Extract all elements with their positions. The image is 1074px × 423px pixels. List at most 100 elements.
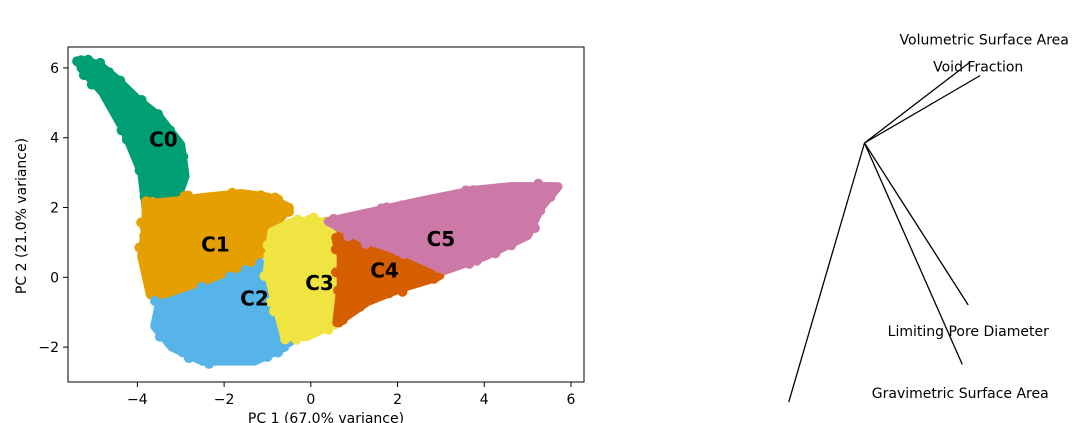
- cluster-point: [256, 190, 266, 201]
- cluster-point: [367, 293, 378, 304]
- cluster-label-c5: C5: [427, 227, 456, 251]
- cluster-point: [152, 112, 163, 123]
- cluster-label-c2: C2: [240, 286, 269, 310]
- cluster-point: [72, 56, 83, 67]
- cluster-point: [94, 60, 105, 71]
- cluster-point: [332, 221, 343, 232]
- loading-vector-gravimetric-surface-area: [863, 142, 963, 365]
- cluster-point: [440, 261, 451, 272]
- pca-scatter-plot: C0 C1 C2 C3 C4 C5 −4 −2 0 2 4 6 −2 0 2 4 6 PC 1 (67.0%…: [14, 46, 585, 423]
- cluster-point: [334, 309, 345, 320]
- cluster-point: [464, 258, 475, 269]
- cluster-point: [223, 192, 233, 203]
- cluster-point: [291, 334, 302, 345]
- cluster-point: [104, 67, 114, 78]
- cluster-point: [529, 223, 540, 234]
- x-axis-ticks: −4 −2 0 2 4 6: [127, 382, 576, 408]
- cluster-label-c4: C4: [370, 259, 399, 283]
- cluster-point: [197, 283, 208, 294]
- cluster-point: [139, 231, 150, 241]
- cluster-point: [134, 242, 145, 253]
- cluster-c5-points: [323, 178, 563, 275]
- cluster-point: [266, 241, 277, 252]
- loading-vector-void-fraction: [864, 74, 981, 144]
- cluster-point: [461, 187, 472, 198]
- cluster-point: [360, 238, 371, 249]
- cluster-point: [355, 301, 366, 312]
- cluster-point: [281, 326, 292, 337]
- loading-vector-volumetric-surface-area: [864, 61, 971, 144]
- cluster-point: [282, 221, 293, 232]
- cluster-point: [269, 228, 280, 239]
- loading-vectors: [788, 61, 981, 403]
- loading-label-gravimetric-surface-area: Gravimetric Surface Area: [872, 386, 1049, 402]
- cluster-point: [483, 187, 494, 198]
- cluster-point: [255, 258, 266, 269]
- cluster-point: [143, 207, 154, 218]
- cluster-point: [190, 196, 201, 207]
- cluster-point: [167, 197, 178, 208]
- y-axis-ticks: −2 0 2 4 6: [38, 61, 68, 356]
- cluster-point: [265, 267, 276, 278]
- loading-label-void-fraction: Void Fraction: [933, 59, 1023, 75]
- cluster-point: [216, 281, 227, 292]
- cluster-point: [251, 354, 262, 365]
- cluster-point: [124, 93, 135, 104]
- x-tick-label: 2: [393, 392, 402, 408]
- cluster-point: [134, 165, 145, 176]
- loading-vector-limiting-pore-diameter: [863, 142, 969, 306]
- cluster-point: [270, 192, 281, 203]
- cluster-point: [332, 236, 342, 247]
- cluster-label-c1: C1: [201, 232, 230, 256]
- cluster-label-c3: C3: [305, 271, 334, 295]
- cluster-point: [487, 247, 498, 258]
- cluster-point: [383, 284, 394, 295]
- cluster-point: [266, 297, 276, 308]
- cluster-point: [274, 207, 284, 217]
- cluster-point: [136, 217, 147, 228]
- cluster-point: [431, 256, 442, 267]
- cluster-point: [498, 186, 509, 197]
- y-tick-label: 6: [50, 61, 59, 77]
- cluster-point: [343, 231, 354, 242]
- cluster-point: [470, 253, 481, 263]
- cluster-point: [213, 192, 224, 203]
- y-tick-label: −2: [38, 340, 59, 356]
- cluster-point: [334, 317, 344, 328]
- cluster-point: [273, 300, 284, 311]
- x-tick-label: 4: [480, 392, 489, 408]
- loading-label-limiting-pore-diameter: Limiting Pore Diameter: [888, 324, 1049, 340]
- cluster-point: [116, 125, 127, 136]
- cluster-point: [158, 297, 169, 308]
- loading-biplot: Volumetric Surface Area Void Fraction Limi…: [788, 32, 1069, 403]
- cluster-point: [173, 141, 184, 152]
- cluster-label-c0: C0: [149, 128, 178, 152]
- cluster-point: [506, 240, 517, 251]
- cluster-point: [135, 157, 146, 167]
- cluster-point: [545, 187, 556, 198]
- cluster-point: [197, 352, 208, 363]
- cluster-point: [381, 202, 392, 213]
- cluster-point: [141, 266, 152, 277]
- cluster-point: [344, 216, 355, 227]
- loading-vector-largest-cavity-diameter: [788, 142, 866, 403]
- cluster-point: [110, 103, 121, 114]
- cluster-point: [284, 206, 294, 217]
- cluster-point: [336, 285, 346, 296]
- y-tick-label: 0: [50, 270, 59, 286]
- cluster-point: [116, 80, 127, 90]
- cluster-point: [184, 349, 195, 360]
- x-axis-label: PC 1 (67.0% variance): [248, 411, 404, 423]
- cluster-point: [244, 190, 255, 201]
- cluster-point: [240, 265, 251, 276]
- plot-frame: [67, 46, 585, 383]
- cluster-point: [150, 200, 161, 211]
- cluster-point: [178, 151, 189, 162]
- cluster-point: [272, 289, 283, 300]
- cluster-point: [526, 213, 537, 224]
- cluster-point: [151, 316, 162, 327]
- cluster-point: [248, 248, 259, 259]
- loading-labels: Volumetric Surface Area Void Fraction Limi…: [872, 32, 1069, 402]
- cluster-point: [303, 215, 314, 225]
- cluster-point: [86, 79, 97, 90]
